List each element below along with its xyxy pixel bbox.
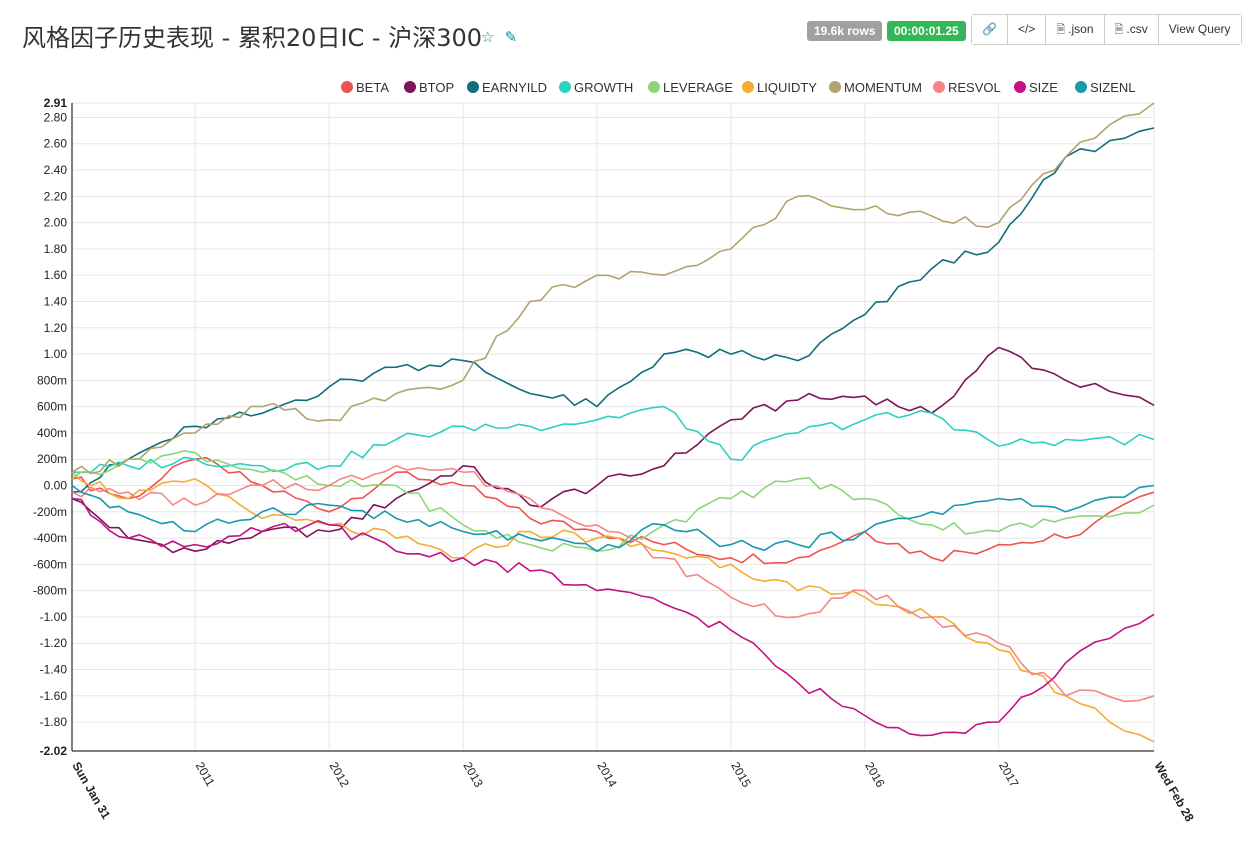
page-title: 风格因子历史表现 - 累积20日IC - 沪深300 — [22, 24, 483, 52]
legend-swatch-growth — [559, 81, 571, 93]
legend-label-growth: GROWTH — [574, 80, 633, 95]
y-tick-label: 1.80 — [44, 242, 68, 256]
legend-label-sizenl: SIZENL — [1090, 80, 1136, 95]
legend-swatch-resvol — [933, 81, 945, 93]
x-tick-label: 2016 — [862, 760, 888, 790]
y-tick-label: -1.80 — [40, 715, 68, 729]
legend-swatch-earnyild — [467, 81, 479, 93]
x-tick-label: 2011 — [193, 760, 218, 790]
file-icon: 🗎 — [1114, 24, 1124, 36]
legend-swatch-liquidty — [742, 81, 754, 93]
legend-label-leverage: LEVERAGE — [663, 80, 733, 95]
link-icon: 🔗 — [982, 22, 997, 36]
legend-swatch-sizenl — [1075, 81, 1087, 93]
series-line-beta — [71, 456, 1155, 565]
title-actions: ☆ ✎ — [481, 28, 523, 46]
file-icon: 🗎 — [1056, 24, 1066, 36]
series-line-resvol — [71, 464, 1155, 703]
legend-label-resvol: RESVOL — [948, 80, 1001, 95]
legend-label-size: SIZE — [1029, 80, 1058, 95]
legend-label-btop: BTOP — [419, 80, 454, 95]
y-tick-label: 1.00 — [44, 347, 68, 361]
series-line-sizenl — [71, 484, 1155, 553]
x-tick-label: 2017 — [996, 760, 1022, 790]
legend-swatch-size — [1014, 81, 1026, 93]
row-count-badge: 19.6k rows — [807, 21, 883, 41]
y-tick-label: 800m — [37, 373, 67, 387]
x-tick-label: 2014 — [594, 760, 620, 790]
y-tick-label: 2.91 — [44, 96, 68, 110]
y-tick-label: 2.80 — [44, 110, 68, 124]
y-tick-label: 200m — [37, 452, 67, 466]
query-timer-badge: 00:00:01.25 — [887, 21, 966, 41]
y-tick-label: 1.20 — [44, 321, 68, 335]
y-tick-label: -600m — [33, 557, 67, 571]
page-header: 风格因子历史表现 - 累积20日IC - 沪深300 ☆ ✎ 19.6k row… — [0, 0, 1258, 60]
y-tick-label: -1.20 — [40, 636, 68, 650]
legend-label-earnyild: EARNYILD — [482, 80, 547, 95]
x-tick-label: 2013 — [460, 760, 486, 790]
y-tick-label: -1.40 — [40, 663, 68, 677]
embed-code-button[interactable]: </> — [1007, 15, 1047, 44]
y-tick-label: 2.20 — [44, 189, 68, 203]
x-tick-label: Sun Jan 31 — [69, 760, 113, 822]
code-icon: </> — [1017, 22, 1036, 36]
y-tick-label: 1.60 — [44, 268, 68, 282]
legend-swatch-beta — [341, 81, 353, 93]
series-line-btop — [71, 346, 1155, 554]
export-button-group: 🔗 </> 🗎 .json 🗎 .csv View Query — [971, 14, 1242, 45]
y-tick-label: -800m — [33, 584, 67, 598]
series-line-growth — [71, 405, 1155, 474]
y-tick-label: 2.00 — [44, 216, 68, 230]
legend-label-beta: BETA — [356, 80, 389, 95]
y-tick-label: 400m — [37, 426, 67, 440]
csv-label: .csv — [1126, 22, 1148, 36]
copy-link-button[interactable]: 🔗 — [972, 15, 1008, 44]
y-tick-label: 2.40 — [44, 163, 68, 177]
y-tick-label: -400m — [33, 531, 67, 545]
view-query-button[interactable]: View Query — [1158, 15, 1241, 44]
legend-label-momentum: MOMENTUM — [844, 80, 922, 95]
y-tick-label: -200m — [33, 505, 67, 519]
legend-swatch-btop — [404, 81, 416, 93]
legend-swatch-leverage — [648, 81, 660, 93]
y-tick-label: 1.40 — [44, 294, 68, 308]
y-tick-label: -2.02 — [40, 744, 68, 758]
edit-icon[interactable]: ✎ — [504, 29, 518, 46]
series-line-size — [71, 497, 1155, 737]
legend-swatch-momentum — [829, 81, 841, 93]
legend-label-liquidty: LIQUIDTY — [757, 80, 817, 95]
y-tick-label: 2.60 — [44, 137, 68, 151]
x-tick-label: 2015 — [728, 760, 754, 790]
json-label: .json — [1068, 22, 1094, 36]
series-line-earnyild — [71, 127, 1155, 493]
y-tick-label: 0.00 — [44, 478, 68, 492]
y-tick-label: 600m — [37, 400, 67, 414]
star-icon[interactable]: ☆ — [481, 29, 495, 46]
x-tick-label: Wed Feb 28 — [1151, 760, 1197, 825]
y-tick-label: -1.00 — [40, 610, 68, 624]
y-tick-label: -1.60 — [40, 689, 68, 703]
series-line-momentum — [71, 102, 1155, 475]
export-csv-button[interactable]: 🗎 .csv — [1104, 15, 1159, 44]
series-line-liquidty — [71, 471, 1155, 743]
x-tick-label: 2012 — [327, 760, 353, 790]
export-json-button[interactable]: 🗎 .json — [1046, 15, 1105, 44]
